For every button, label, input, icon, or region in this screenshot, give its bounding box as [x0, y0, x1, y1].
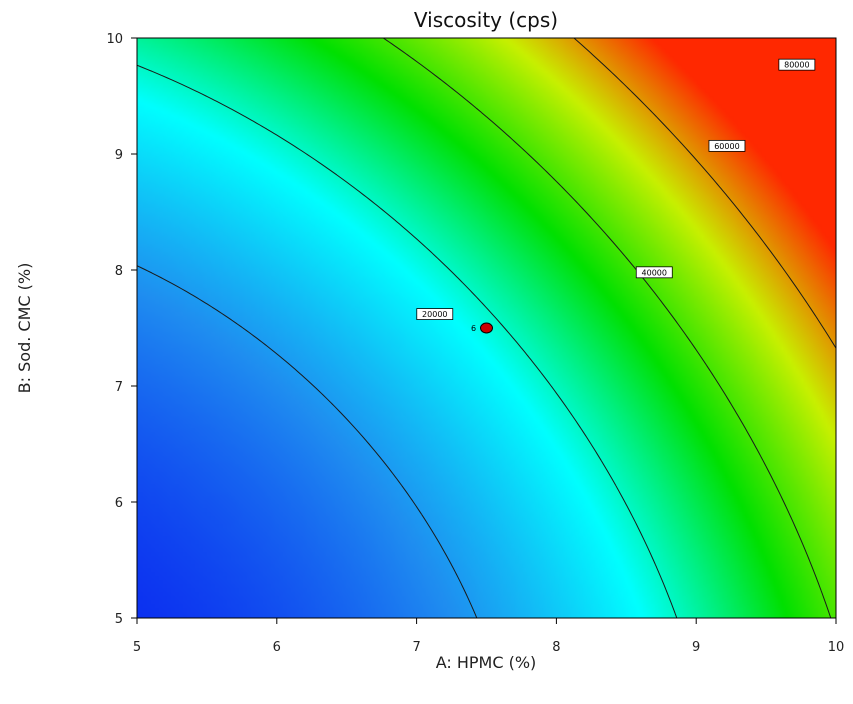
svg-text:80000: 80000 — [784, 61, 809, 70]
contour-line-60000 — [383, 38, 832, 618]
x-tick-label: 10 — [828, 640, 845, 655]
design-points: 6 — [471, 322, 493, 334]
contour-line-20000 — [137, 265, 478, 618]
design-point — [480, 322, 493, 334]
svg-text:20000: 20000 — [422, 310, 447, 319]
plot-frame — [136, 37, 837, 619]
y-axis: 5 6 7 8 9 10 — [106, 32, 137, 627]
y-tick-label: 5 — [115, 612, 123, 627]
y-tick-label: 8 — [115, 264, 123, 279]
contour-labels: 20000 40000 60000 80000 — [416, 58, 816, 320]
x-tick-label: 9 — [692, 640, 700, 655]
x-tick-label: 7 — [412, 640, 420, 655]
svg-text:40000: 40000 — [642, 268, 667, 277]
x-axis: 5 6 7 8 9 10 — [133, 618, 844, 655]
design-point-label: 6 — [471, 324, 476, 333]
x-tick-label: 8 — [552, 640, 560, 655]
svg-text:60000: 60000 — [714, 142, 739, 151]
contour-line-40000 — [137, 64, 678, 618]
contour-label-20000: 20000 — [416, 308, 454, 320]
y-axis-label: B: Sod. CMC (%) — [15, 263, 34, 394]
contour-line-80000 — [573, 38, 836, 349]
y-tick-label: 7 — [115, 380, 123, 395]
x-axis-label: A: HPMC (%) — [436, 653, 537, 672]
contour-label-80000: 80000 — [778, 58, 816, 71]
x-tick-label: 5 — [133, 640, 141, 655]
contour-label-60000: 60000 — [708, 139, 746, 152]
x-tick-label: 6 — [273, 640, 281, 655]
contour-lines — [137, 38, 836, 618]
contour-label-40000: 40000 — [635, 266, 673, 279]
y-tick-label: 6 — [115, 496, 123, 511]
y-tick-label: 10 — [106, 32, 123, 47]
y-tick-label: 9 — [115, 148, 123, 163]
chart-title: Viscosity (cps) — [414, 8, 558, 32]
